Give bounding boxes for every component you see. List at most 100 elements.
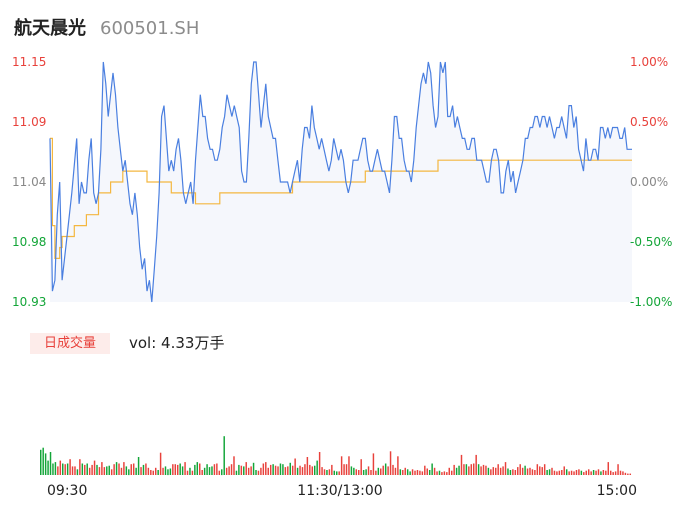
- volume-bar: [414, 470, 416, 475]
- y-tick-label-price: 11.15: [12, 55, 46, 69]
- volume-bar: [245, 462, 247, 475]
- volume-bar: [169, 468, 172, 475]
- volume-bar: [331, 464, 333, 475]
- volume-bar: [115, 462, 118, 475]
- volume-bar: [416, 470, 419, 475]
- volume-bar: [433, 467, 436, 475]
- volume-bar: [96, 464, 98, 475]
- volume-bar: [358, 470, 360, 475]
- volume-bar: [595, 470, 597, 475]
- volume-bar: [181, 466, 184, 475]
- volume-bar: [260, 467, 262, 475]
- volume-bar: [426, 468, 428, 475]
- volume-bar: [609, 470, 612, 475]
- volume-bar: [304, 464, 306, 475]
- volume-bar: [490, 469, 492, 476]
- volume-bar: [360, 459, 362, 475]
- volume-bar: [279, 463, 282, 475]
- volume-bar: [404, 467, 406, 475]
- volume-bar: [424, 465, 426, 475]
- volume-bar: [257, 470, 260, 475]
- volume-bar: [482, 464, 485, 475]
- volume-bar: [291, 465, 294, 475]
- volume-label: vol: 4.33万手: [129, 334, 225, 352]
- y-tick-label-percent: 0.50%: [630, 115, 668, 129]
- volume-bar: [394, 467, 397, 475]
- volume-bar: [309, 464, 311, 475]
- volume-bar: [289, 462, 291, 475]
- volume-bar: [463, 464, 465, 475]
- volume-bar: [311, 466, 314, 475]
- volume-bar: [191, 470, 194, 475]
- volume-bar: [137, 457, 140, 475]
- y-tick-label-percent: 1.00%: [630, 55, 668, 69]
- volume-bar: [580, 470, 583, 475]
- volume-bar: [101, 462, 103, 475]
- x-tick-label: 11:30/13:00: [297, 483, 382, 499]
- volume-bar: [536, 464, 539, 475]
- volume-bar: [428, 470, 431, 475]
- volume-bar: [517, 467, 519, 475]
- volume-bar: [534, 470, 536, 475]
- volume-bar: [565, 469, 568, 476]
- volume-bar: [318, 452, 321, 475]
- volume-bar: [367, 466, 370, 475]
- volume-bar: [485, 465, 487, 475]
- volume-bar: [250, 466, 252, 475]
- volume-bar: [365, 469, 367, 476]
- volume-bar: [338, 471, 340, 475]
- volume-bar: [54, 462, 57, 475]
- volume-tab-badge[interactable]: 日成交量: [30, 333, 110, 354]
- stock-header: 航天晨光 600501.SH: [14, 14, 199, 40]
- volume-bar: [570, 470, 573, 475]
- volume-bar: [477, 464, 480, 475]
- stock-code: 600501.SH: [100, 18, 200, 39]
- volume-bar: [455, 467, 458, 475]
- volume-bar: [458, 465, 460, 475]
- volume-bar: [225, 467, 228, 475]
- volume-bar: [519, 464, 521, 475]
- volume-bar: [392, 464, 394, 475]
- volume-bar: [475, 454, 477, 475]
- volume-bar: [526, 468, 529, 475]
- volume-bar: [492, 467, 495, 475]
- volume-bar: [578, 469, 580, 476]
- volume-bar: [600, 471, 602, 475]
- volume-bar: [49, 452, 52, 475]
- x-tick-label: 15:00: [597, 483, 637, 499]
- volume-bar: [441, 472, 443, 475]
- volume-bar: [176, 464, 179, 475]
- volume-bar: [164, 466, 167, 475]
- volume-bar: [602, 470, 605, 475]
- volume-bar: [627, 473, 629, 475]
- volume-bar: [88, 467, 91, 475]
- volume-bar: [118, 463, 120, 475]
- volume-bar: [340, 456, 343, 475]
- volume-bar: [495, 467, 497, 475]
- volume-bar: [120, 467, 123, 475]
- volume-bar: [575, 470, 578, 475]
- y-tick-label-percent: 0.00%: [630, 175, 668, 189]
- volume-bar: [507, 468, 509, 475]
- volume-bar: [605, 470, 607, 475]
- volume-bar: [531, 469, 534, 476]
- volume-bar: [384, 463, 387, 475]
- volume-bar: [57, 466, 59, 475]
- volume-bar: [521, 467, 524, 475]
- volume-bar: [269, 464, 272, 475]
- volume-bar: [238, 464, 240, 475]
- volume-bar: [252, 462, 255, 475]
- volume-bar: [529, 467, 531, 475]
- volume-bar: [132, 463, 135, 475]
- volume-bar: [592, 470, 595, 475]
- volume-bar: [76, 469, 79, 476]
- volume-bar: [382, 465, 384, 475]
- volume-bar: [362, 470, 365, 475]
- volume-bar: [152, 470, 154, 475]
- volume-bar: [142, 464, 145, 475]
- volume-bar: [228, 466, 230, 475]
- volume-bar: [504, 462, 507, 475]
- volume-bar: [235, 470, 238, 475]
- volume-bar: [397, 456, 399, 475]
- volume-bar: [321, 467, 323, 475]
